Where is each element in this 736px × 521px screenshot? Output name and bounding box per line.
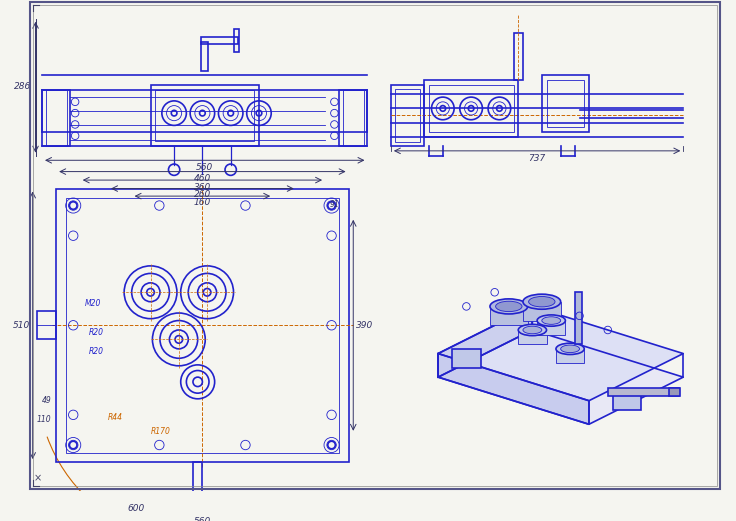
Bar <box>66 198 339 453</box>
Bar <box>556 349 584 363</box>
Bar <box>56 189 349 462</box>
Ellipse shape <box>542 317 561 325</box>
Bar <box>339 90 367 146</box>
Bar <box>200 42 208 71</box>
Bar <box>183 498 212 509</box>
Polygon shape <box>438 330 683 424</box>
Text: R170: R170 <box>151 427 171 436</box>
Text: 737: 737 <box>528 154 545 163</box>
Text: M20: M20 <box>85 300 101 308</box>
Bar <box>233 29 239 52</box>
Ellipse shape <box>556 343 584 354</box>
Ellipse shape <box>523 294 561 309</box>
Bar <box>42 90 71 146</box>
Bar <box>523 302 561 320</box>
Text: 91: 91 <box>330 200 339 209</box>
Bar <box>200 37 238 44</box>
Text: 460: 460 <box>194 175 211 183</box>
Text: 286: 286 <box>13 82 31 91</box>
Bar <box>547 80 584 127</box>
Bar <box>343 90 364 146</box>
Bar <box>193 462 202 500</box>
Ellipse shape <box>561 345 579 353</box>
Bar <box>669 389 680 396</box>
Bar <box>575 292 582 344</box>
Bar <box>424 80 518 137</box>
Text: ×: × <box>34 474 42 483</box>
Bar <box>394 89 420 142</box>
Text: R44: R44 <box>108 413 123 421</box>
Ellipse shape <box>537 315 565 326</box>
Bar <box>391 85 424 146</box>
Text: 110: 110 <box>37 415 52 424</box>
Bar <box>608 389 679 396</box>
Ellipse shape <box>523 326 542 334</box>
Text: 390: 390 <box>356 321 373 330</box>
Bar <box>542 76 589 132</box>
Bar <box>514 33 523 80</box>
Bar <box>537 320 565 334</box>
Ellipse shape <box>495 301 522 312</box>
Text: 510: 510 <box>13 321 30 330</box>
Polygon shape <box>438 306 683 401</box>
Text: 160: 160 <box>194 198 211 207</box>
Ellipse shape <box>518 325 547 336</box>
Polygon shape <box>438 306 532 377</box>
Text: 360: 360 <box>194 183 211 192</box>
Bar <box>612 391 641 410</box>
Bar <box>452 349 481 368</box>
Text: R20: R20 <box>89 328 105 337</box>
Bar <box>490 306 528 325</box>
Bar <box>428 85 514 132</box>
Text: 260: 260 <box>194 191 211 200</box>
Bar <box>46 90 67 146</box>
Text: 560: 560 <box>194 517 211 521</box>
Text: 49: 49 <box>42 396 52 405</box>
Bar <box>151 85 259 146</box>
Text: 600: 600 <box>128 504 145 513</box>
Text: 560: 560 <box>196 163 213 172</box>
Bar <box>518 330 547 344</box>
Bar <box>155 90 254 141</box>
Bar <box>38 311 56 339</box>
Ellipse shape <box>490 299 528 314</box>
Text: R20: R20 <box>89 346 105 355</box>
Ellipse shape <box>528 296 555 307</box>
Polygon shape <box>438 354 589 424</box>
